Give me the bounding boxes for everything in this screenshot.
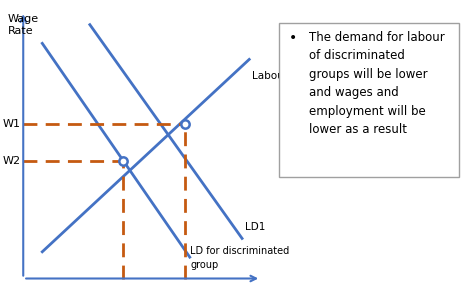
Text: •: • <box>289 31 297 45</box>
Text: Wage
Rate: Wage Rate <box>8 14 38 36</box>
Text: W1: W1 <box>2 119 20 129</box>
Text: LD1: LD1 <box>245 222 265 232</box>
Text: LD for discriminated
group: LD for discriminated group <box>190 247 290 270</box>
FancyBboxPatch shape <box>279 23 459 177</box>
Text: The demand for labour
of discriminated
groups will be lower
and wages and
employ: The demand for labour of discriminated g… <box>309 31 445 137</box>
Text: Labour Supply: Labour Supply <box>252 71 327 81</box>
Text: W2: W2 <box>2 156 20 166</box>
